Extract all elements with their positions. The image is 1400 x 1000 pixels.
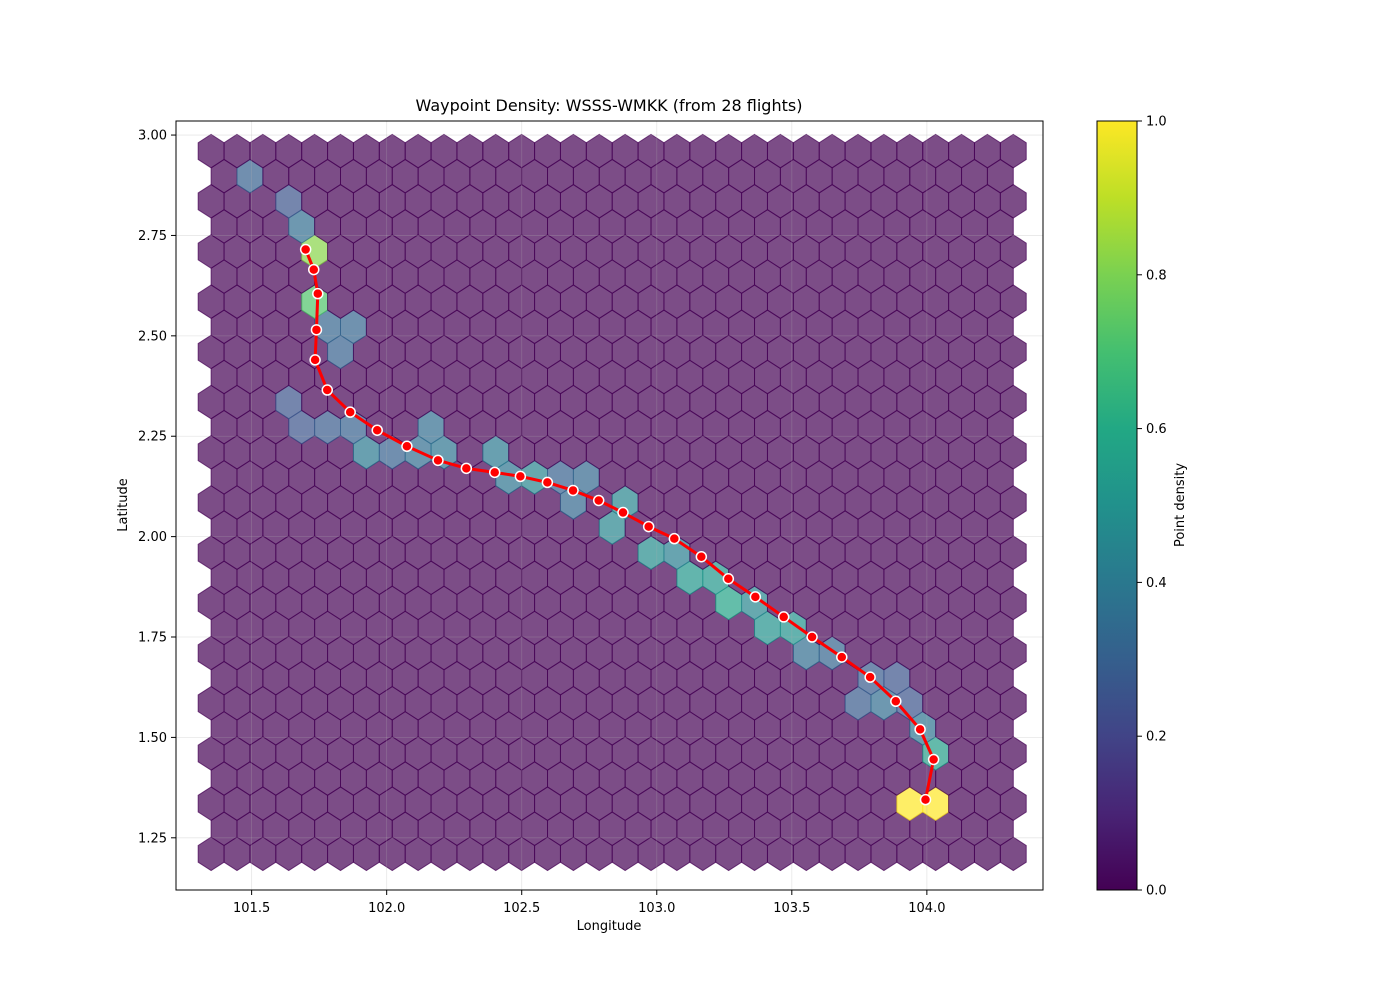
grid-lines — [176, 121, 1043, 890]
colorbar-tick-label: 1.0 — [1146, 115, 1167, 130]
waypoint-marker — [642, 520, 655, 533]
waypoint-marker — [617, 506, 629, 519]
x-tick-label: 101.5 — [233, 901, 270, 916]
y-tick-label: 2.00 — [138, 530, 167, 545]
waypoint-marker — [299, 243, 312, 256]
plot-frame — [175, 120, 1044, 891]
waypoint-marker — [321, 384, 334, 396]
waypoint-marker — [927, 753, 940, 766]
waypoint-marker — [836, 651, 848, 663]
colorbar-tick-label: 0.8 — [1146, 268, 1167, 283]
waypoint-marker — [777, 611, 790, 623]
waypoint-marker — [514, 470, 527, 483]
y-tick-label: 1.75 — [138, 631, 167, 646]
y-axis-label: Latitude — [116, 478, 131, 532]
waypoint-marker — [541, 476, 554, 489]
chart-title: Waypoint Density: WSSS-WMKK (from 28 fli… — [416, 96, 803, 115]
waypoint-marker — [749, 591, 762, 603]
waypoint-marker — [592, 494, 605, 507]
waypoint-marker — [344, 406, 356, 418]
waypoint-marker — [864, 671, 876, 683]
waypoint-marker — [432, 454, 444, 467]
colorbar-tick-label: 0.2 — [1146, 730, 1167, 745]
waypoint-marker — [310, 324, 323, 336]
waypoint-marker — [919, 793, 932, 806]
route-line-layer — [299, 243, 940, 806]
y-tick-label: 1.50 — [138, 731, 167, 746]
colorbar-axis: 0.0 0.2 0.4 0.6 0.8 1.0 — [1137, 115, 1167, 899]
waypoint-marker — [371, 424, 383, 436]
x-tick-label: 102.0 — [368, 901, 405, 916]
y-tick-label: 1.25 — [138, 831, 167, 846]
waypoint-marker — [668, 532, 681, 545]
x-tick-label: 103.5 — [773, 901, 810, 916]
waypoint-marker — [722, 573, 735, 585]
y-tick-label: 3.00 — [138, 129, 167, 144]
waypoint-marker — [309, 354, 321, 366]
colorbar-label: Point density — [1173, 463, 1188, 547]
waypoint-marker — [307, 263, 320, 276]
colorbar-tick-label: 0.4 — [1146, 576, 1167, 591]
x-tick-label: 104.0 — [908, 901, 945, 916]
colorbar-tick-label: 0.0 — [1146, 884, 1167, 899]
x-axis-label: Longitude — [577, 919, 642, 934]
y-axis: 1.25 1.50 1.75 2.00 2.25 2.50 2.75 3.00 — [138, 129, 176, 846]
colorbar — [1096, 120, 1138, 891]
waypoint-marker — [401, 440, 413, 453]
waypoint-marker — [914, 723, 926, 736]
waypoint-marker — [806, 631, 818, 643]
waypoint-marker — [567, 484, 579, 497]
waypoint-marker — [695, 550, 708, 563]
y-tick-label: 2.25 — [138, 430, 167, 445]
colorbar-tick-label: 0.6 — [1146, 422, 1167, 437]
waypoint-marker — [488, 466, 501, 479]
waypoint-marker — [312, 287, 324, 300]
hexbin-cell — [999, 133, 1027, 169]
x-tick-label: 102.5 — [503, 901, 540, 916]
y-tick-label: 2.75 — [138, 229, 167, 244]
waypoint-marker — [890, 695, 902, 708]
waypoint-marker — [460, 462, 473, 475]
x-tick-label: 103.0 — [638, 901, 675, 916]
x-axis: 101.5 102.0 102.5 103.0 103.5 104.0 — [233, 890, 945, 916]
y-tick-label: 2.50 — [138, 329, 167, 344]
hexbin-layer — [197, 133, 1027, 872]
